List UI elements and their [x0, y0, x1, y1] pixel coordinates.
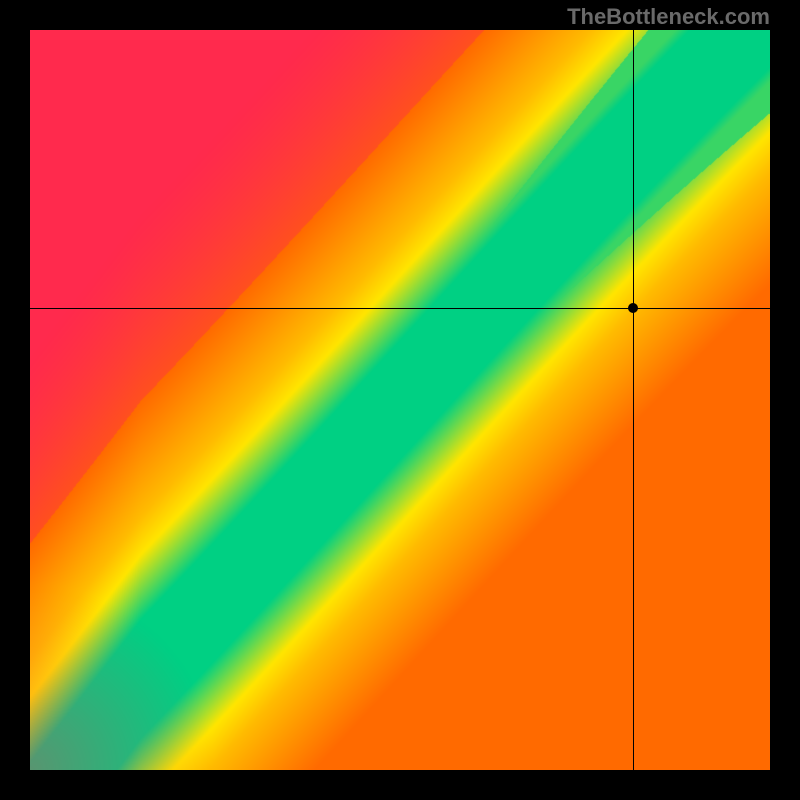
- crosshair-marker: [628, 303, 638, 313]
- heatmap-plot: [30, 30, 770, 770]
- crosshair-horizontal: [30, 308, 770, 309]
- watermark-text: TheBottleneck.com: [567, 4, 770, 30]
- crosshair-vertical: [633, 30, 634, 770]
- heatmap-canvas: [30, 30, 770, 770]
